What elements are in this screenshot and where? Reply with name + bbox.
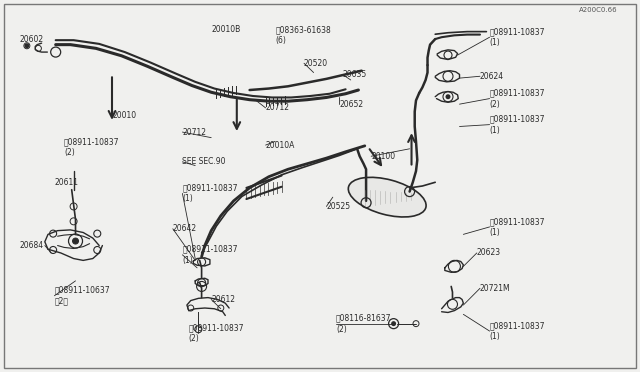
- Text: 20623: 20623: [477, 248, 501, 257]
- Text: 20712: 20712: [266, 103, 289, 112]
- Text: ⓝ08911-10837
(1): ⓝ08911-10837 (1): [490, 321, 545, 341]
- Text: 20520: 20520: [304, 59, 328, 68]
- Text: 20652: 20652: [339, 100, 364, 109]
- Text: 20712: 20712: [182, 128, 206, 137]
- Circle shape: [445, 94, 451, 99]
- Text: 20525: 20525: [326, 202, 351, 211]
- Text: ⓝ08911-10837
(1): ⓝ08911-10837 (1): [490, 217, 545, 237]
- Text: 20684: 20684: [19, 241, 44, 250]
- Text: 20602: 20602: [19, 35, 44, 44]
- Text: 20721M: 20721M: [480, 284, 511, 293]
- Text: 20624: 20624: [480, 72, 504, 81]
- Text: ⓝ08911-10837
(2): ⓝ08911-10837 (2): [64, 137, 120, 157]
- Text: ⓝ08911-10837
(2): ⓝ08911-10837 (2): [490, 89, 545, 109]
- Text: 20611: 20611: [54, 178, 79, 187]
- Text: 20010: 20010: [112, 111, 136, 120]
- Ellipse shape: [348, 177, 426, 217]
- Text: 20642: 20642: [173, 224, 197, 233]
- Text: ⓝ08911-10837
(1): ⓝ08911-10837 (1): [490, 115, 545, 135]
- Text: ⓝ08911-10637
〈2〉: ⓝ08911-10637 〈2〉: [54, 286, 110, 306]
- Text: ⓝ08911-10837
(1): ⓝ08911-10837 (1): [182, 183, 238, 203]
- Text: ⓝ08911-10837
(1): ⓝ08911-10837 (1): [182, 245, 238, 265]
- Circle shape: [24, 43, 29, 48]
- Text: 20100: 20100: [371, 152, 396, 161]
- Circle shape: [72, 238, 79, 244]
- Text: 20010A: 20010A: [266, 141, 295, 150]
- Circle shape: [391, 321, 396, 326]
- Text: SEE SEC.90: SEE SEC.90: [182, 157, 226, 166]
- Text: ⓝ08911-10837
(1): ⓝ08911-10837 (1): [490, 27, 545, 47]
- Text: ⒲08116-81637
(2): ⒲08116-81637 (2): [336, 314, 392, 334]
- Text: ⒲08363-61638
(6): ⒲08363-61638 (6): [275, 25, 331, 45]
- Text: 20635: 20635: [342, 70, 367, 79]
- Text: ⓝ08911-10837
(2): ⓝ08911-10837 (2): [189, 323, 244, 343]
- Text: 20612: 20612: [211, 295, 236, 304]
- Text: 20010B: 20010B: [211, 25, 241, 34]
- Text: A200C0.66: A200C0.66: [579, 7, 618, 13]
